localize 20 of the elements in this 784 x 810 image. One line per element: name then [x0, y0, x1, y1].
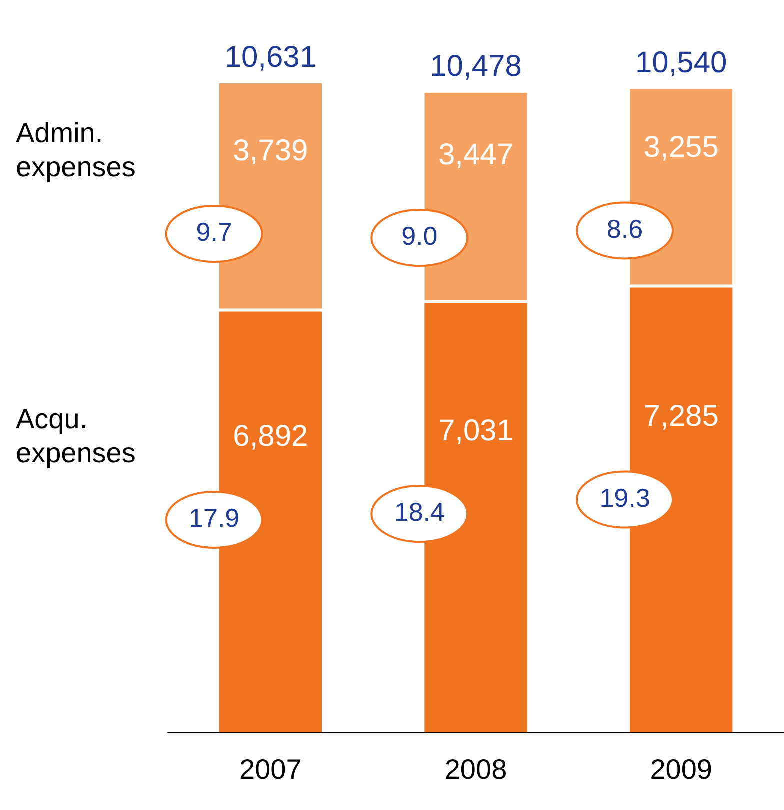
total-label: 10,631 [224, 40, 317, 74]
total-label: 10,478 [430, 50, 522, 84]
annotation: 17.9 [189, 503, 240, 534]
x-tick-label: 2009 [650, 754, 712, 785]
x-tick-label: 2007 [240, 754, 302, 785]
annotation: 9.0 [402, 221, 438, 252]
data-label: 3,255 [644, 130, 719, 164]
text: Admin. expenses [16, 118, 136, 183]
annotation: 18.4 [394, 497, 445, 528]
annotation: 8.6 [606, 214, 644, 244]
annotation: 19.3 [600, 482, 650, 513]
data-label: 3,739 [233, 134, 308, 168]
x-tick-label: 2008 [444, 754, 508, 785]
data-label: 7,285 [644, 400, 719, 434]
data-label: 6,892 [233, 420, 308, 454]
total-label: 10,540 [635, 46, 728, 80]
annotation: 9.7 [196, 217, 232, 248]
text: Acqu. expenses [16, 404, 136, 469]
data-label: 3,447 [438, 138, 514, 172]
data-label: 7,031 [438, 414, 514, 448]
